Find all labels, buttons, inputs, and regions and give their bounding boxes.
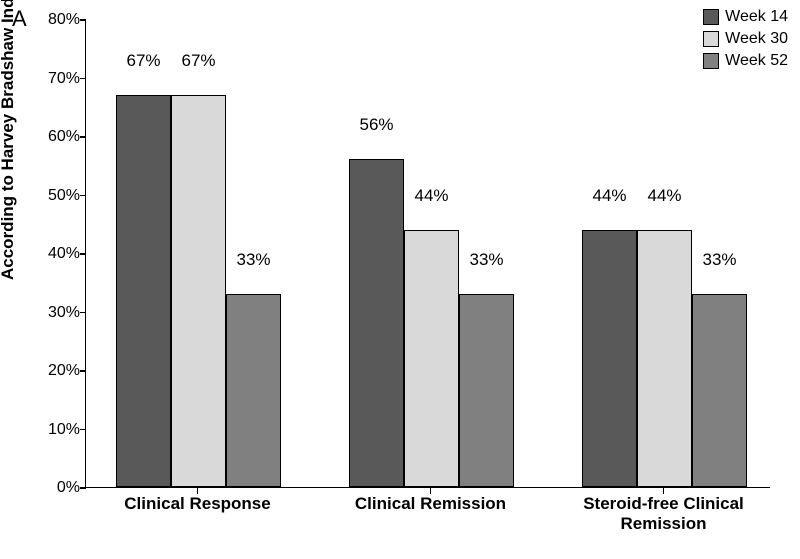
y-axis-title: According to Harvey Bradshaw Index (%) [0, 0, 18, 280]
chart-container: A Week 14 Week 30 Week 52 According to H… [0, 0, 800, 559]
bar [692, 294, 747, 487]
bar-value-label: 44% [647, 186, 681, 206]
bar-value-label: 44% [414, 186, 448, 206]
bar-value-label: 56% [359, 115, 393, 135]
bar-value-label: 67% [181, 51, 215, 71]
bar-value-label: 33% [469, 250, 503, 270]
y-tick-label: 40% [20, 245, 80, 263]
y-tick-label: 10% [20, 421, 80, 439]
bar [637, 230, 692, 487]
bar [171, 95, 226, 487]
bar-value-label: 44% [592, 186, 626, 206]
bar-value-label: 33% [236, 250, 270, 270]
y-tick-mark [80, 195, 86, 197]
bar [582, 230, 637, 487]
category-label: Steroid-free ClinicalRemission [554, 494, 774, 535]
bar [116, 95, 171, 487]
y-tick-mark [80, 78, 86, 80]
bar [349, 159, 404, 487]
y-tick-mark [80, 253, 86, 255]
category-label: Clinical Response [88, 494, 308, 514]
y-tick-mark [80, 136, 86, 138]
plot-area: 67% 67% 33% 56% 44% 33% 44% 44% 33% [85, 20, 770, 488]
category-label: Clinical Remission [321, 494, 541, 514]
bar-value-label: 33% [702, 250, 736, 270]
y-tick-mark [80, 19, 86, 21]
y-tick-mark [80, 312, 86, 314]
y-tick-label: 20% [20, 362, 80, 380]
y-tick-label: 0% [20, 479, 80, 497]
bar [226, 294, 281, 487]
y-tick-label: 70% [20, 70, 80, 88]
y-tick-mark [80, 429, 86, 431]
y-tick-label: 60% [20, 128, 80, 146]
y-tick-label: 30% [20, 304, 80, 322]
y-tick-mark [80, 370, 86, 372]
y-tick-label: 50% [20, 187, 80, 205]
bar-value-label: 67% [126, 51, 160, 71]
bar [459, 294, 514, 487]
y-tick-mark [80, 487, 86, 489]
y-tick-label: 80% [20, 11, 80, 29]
bar [404, 230, 459, 487]
